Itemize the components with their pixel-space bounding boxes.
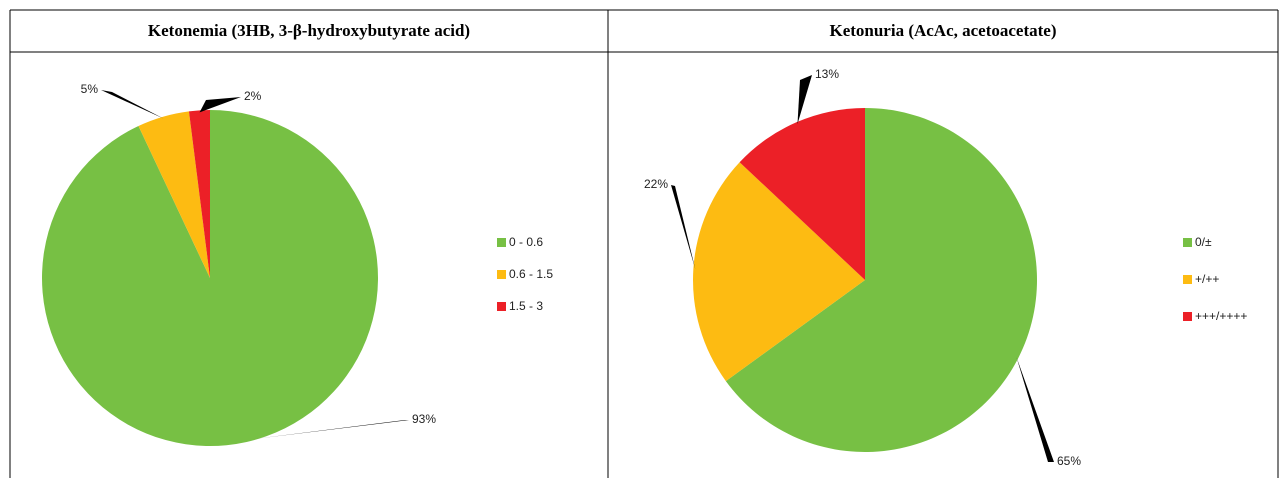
legend-label: 0/± <box>1195 235 1212 249</box>
pie-slice <box>41 110 378 446</box>
leader-line <box>671 185 696 270</box>
legend-label: +/++ <box>1195 272 1219 286</box>
data-label: 5% <box>81 82 99 96</box>
legend-swatch <box>1183 275 1192 284</box>
legend-swatch <box>497 238 506 247</box>
data-label: 13% <box>815 67 839 81</box>
chart-title: Ketonemia (3HB, 3-β-hydroxybutyrate acid… <box>148 21 470 40</box>
pie-slice <box>188 110 210 278</box>
legend-swatch <box>497 302 506 311</box>
leader-line <box>199 97 241 113</box>
legend-label: 0.6 - 1.5 <box>509 267 553 281</box>
data-label: 22% <box>644 177 668 191</box>
leader-line <box>246 420 409 441</box>
pie-slice <box>138 111 210 278</box>
data-label: 65% <box>1057 454 1081 468</box>
data-label: 93% <box>412 412 436 426</box>
legend-label: 0 - 0.6 <box>509 235 543 249</box>
legend-swatch <box>1183 238 1192 247</box>
pie-slice <box>725 108 1037 453</box>
leader-line <box>797 75 812 124</box>
pie-slice <box>739 108 865 280</box>
legend-swatch <box>1183 312 1192 321</box>
legend-swatch <box>497 270 506 279</box>
chart-title: Ketonuria (AcAc, acetoacetate) <box>829 21 1056 40</box>
data-label: 2% <box>244 89 262 103</box>
leader-line <box>101 90 164 119</box>
legend-label: 1.5 - 3 <box>509 299 543 313</box>
legend-label: +++/++++ <box>1195 309 1247 323</box>
pie-slice <box>692 162 865 382</box>
leader-line <box>1016 357 1054 462</box>
